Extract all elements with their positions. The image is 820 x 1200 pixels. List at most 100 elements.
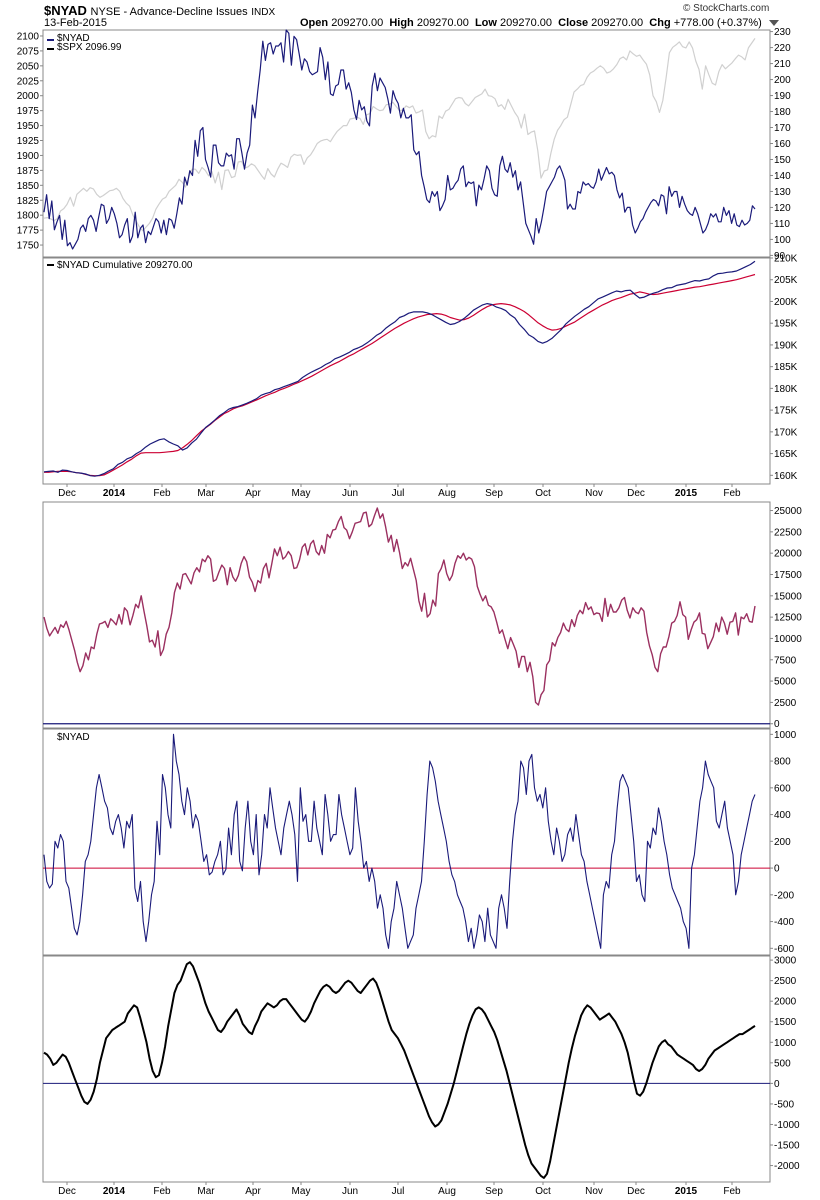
price-right-axis-tick-label: 230 xyxy=(774,27,791,38)
chart-header-title: $NYAD NYSE - Advance-Decline Issues INDX xyxy=(44,3,275,18)
mid-x-axis-label: Dec xyxy=(627,488,645,499)
price-right-axis-tick-label: 90 xyxy=(774,251,786,262)
bottom-x-axis-label: Mar xyxy=(197,1186,215,1197)
cumulative-axis-tick-label: 165K xyxy=(774,449,798,460)
cumulative-axis-tick-label: 180K xyxy=(774,384,798,395)
oscillator-3-line xyxy=(43,961,756,1179)
bottom-x-axis-label: Dec xyxy=(627,1186,645,1197)
legend-oscillator-2: $NYAD xyxy=(57,732,90,743)
price-left-axis-tick-label: 1800 xyxy=(17,211,40,222)
mid-x-axis-label: Sep xyxy=(485,488,503,499)
oscillator-2-line xyxy=(43,733,756,949)
price-left-axis-tick-label: 2000 xyxy=(17,91,40,102)
bottom-x-axis-label: 2014 xyxy=(103,1186,126,1197)
oscillator-2-axis-tick-label: 200 xyxy=(774,837,791,848)
nyad-price-line xyxy=(43,29,756,250)
cumulative-axis-tick-label: 185K xyxy=(774,362,798,373)
mid-x-axis-label: Apr xyxy=(245,488,261,499)
bottom-x-axis-label: Jun xyxy=(342,1186,358,1197)
oscillator-2-axis-tick-label: 800 xyxy=(774,757,791,768)
cumulative-axis-tick-label: 205K xyxy=(774,275,798,286)
mid-x-axis-label: Jun xyxy=(342,488,358,499)
price-right-axis-tick-label: 120 xyxy=(774,203,791,214)
oscillator-3-axis-tick-label: -1500 xyxy=(774,1141,800,1152)
oscillator-2-axis-tick-label: -400 xyxy=(774,917,794,928)
price-left-axis-tick-label: 1900 xyxy=(17,151,40,162)
price-left-axis-tick-label: 2050 xyxy=(17,61,40,72)
cumulative-panel xyxy=(42,257,771,485)
oscillator-1-axis-tick-label: 25000 xyxy=(774,506,802,517)
price-right-axis-tick-label: 160 xyxy=(774,139,791,150)
price-right-axis-tick-label: 150 xyxy=(774,155,791,166)
oscillator-1-axis-tick-label: 15000 xyxy=(774,591,802,602)
oscillator-2-panel xyxy=(42,728,771,956)
bottom-x-axis-label: Dec xyxy=(58,1186,76,1197)
oscillator-1-axis-tick-label: 20000 xyxy=(774,549,802,560)
mid-x-axis-label: Oct xyxy=(535,488,551,499)
oscillator-2-axis-tick-label: -600 xyxy=(774,944,794,955)
cumulative-ma-line xyxy=(44,273,756,477)
cumulative-axis-tick-label: 160K xyxy=(774,471,798,482)
price-panel xyxy=(42,29,771,258)
bottom-x-axis-label: Aug xyxy=(438,1186,456,1197)
mid-x-axis-label: Mar xyxy=(197,488,215,499)
price-right-axis-tick-label: 180 xyxy=(774,107,791,118)
mid-x-axis-label: Feb xyxy=(153,488,171,499)
price-left-axis-tick-label: 1750 xyxy=(17,241,40,252)
legend-cumulative: $NYAD Cumulative 209270.00 xyxy=(57,260,193,271)
price-left-axis-tick-label: 1950 xyxy=(17,121,40,132)
cumulative-axis-tick-label: 190K xyxy=(774,340,798,351)
mid-x-axis-label: Feb xyxy=(723,488,741,499)
chg-label: Chg xyxy=(649,17,671,29)
mid-x-axis-label: Aug xyxy=(438,488,456,499)
oscillator-1-axis-tick-label: 12500 xyxy=(774,613,802,624)
mid-x-axis-label: May xyxy=(292,488,311,499)
symbol: $NYAD xyxy=(44,3,87,18)
mid-x-axis-label: 2015 xyxy=(675,488,698,499)
oscillator-2-axis-tick-label: -200 xyxy=(774,890,794,901)
exchange-name: NYSE - Advance-Decline Issues xyxy=(90,6,248,18)
bottom-x-axis-label: Nov xyxy=(585,1186,603,1197)
symbol-type: INDX xyxy=(251,7,276,18)
bottom-x-axis-label: Oct xyxy=(535,1186,551,1197)
price-left-axis-tick-label: 1975 xyxy=(17,106,40,117)
price-right-axis-tick-label: 220 xyxy=(774,43,791,54)
triangle-down-icon[interactable] xyxy=(768,20,779,27)
cumulative-axis-tick-label: 210K xyxy=(774,254,798,265)
bottom-x-axis-label: Feb xyxy=(723,1186,741,1197)
header-date: 13-Feb-2015 xyxy=(44,17,107,29)
oscillator-1-axis-tick-label: 22500 xyxy=(774,527,802,538)
oscillator-2-axis-tick-label: 1000 xyxy=(774,730,797,741)
oscillator-2-axis-tick-label: 400 xyxy=(774,810,791,821)
price-left-axis-tick-label: 2100 xyxy=(17,31,40,42)
price-right-axis-tick-label: 210 xyxy=(774,59,791,70)
oscillator-3-axis-tick-label: -1000 xyxy=(774,1120,800,1131)
chg-value: +778.00 (+0.37%) xyxy=(673,17,762,29)
legend-spx: $SPX 2096.99 xyxy=(57,42,122,53)
bottom-x-axis-label: Feb xyxy=(153,1186,171,1197)
cumulative-axis-tick-label: 175K xyxy=(774,406,798,417)
oscillator-3-axis-tick-label: 1000 xyxy=(774,1038,797,1049)
stockcharts-brand: © StockCharts.com xyxy=(683,3,770,14)
oscillator-3-axis-tick-label: 0 xyxy=(774,1079,780,1090)
oscillator-3-axis-tick-label: -2000 xyxy=(774,1161,800,1172)
oscillator-3-panel xyxy=(42,955,771,1183)
cumulative-axis-tick-label: 200K xyxy=(774,297,798,308)
price-right-axis-tick-label: 110 xyxy=(774,219,790,230)
price-left-axis-tick-label: 1775 xyxy=(17,226,40,237)
oscillator-1-axis-tick-label: 2500 xyxy=(774,698,797,709)
high-value: 209270.00 xyxy=(416,17,469,29)
price-left-axis-tick-label: 1925 xyxy=(17,136,40,147)
bottom-x-axis-label: Sep xyxy=(485,1186,503,1197)
bottom-x-axis-label: Jul xyxy=(392,1186,405,1197)
low-value: 209270.00 xyxy=(500,17,553,29)
mid-x-axis-label: Jul xyxy=(392,488,405,499)
oscillator-1-axis-tick-label: 10000 xyxy=(774,634,802,645)
price-right-axis-tick-label: 170 xyxy=(774,123,791,134)
high-label: High xyxy=(389,17,414,29)
bottom-x-axis-label: 2015 xyxy=(675,1186,698,1197)
bottom-x-axis-label: Apr xyxy=(245,1186,261,1197)
oscillator-3-axis-tick-label: 1500 xyxy=(774,1017,797,1028)
price-left-axis-tick-label: 2025 xyxy=(17,76,40,87)
